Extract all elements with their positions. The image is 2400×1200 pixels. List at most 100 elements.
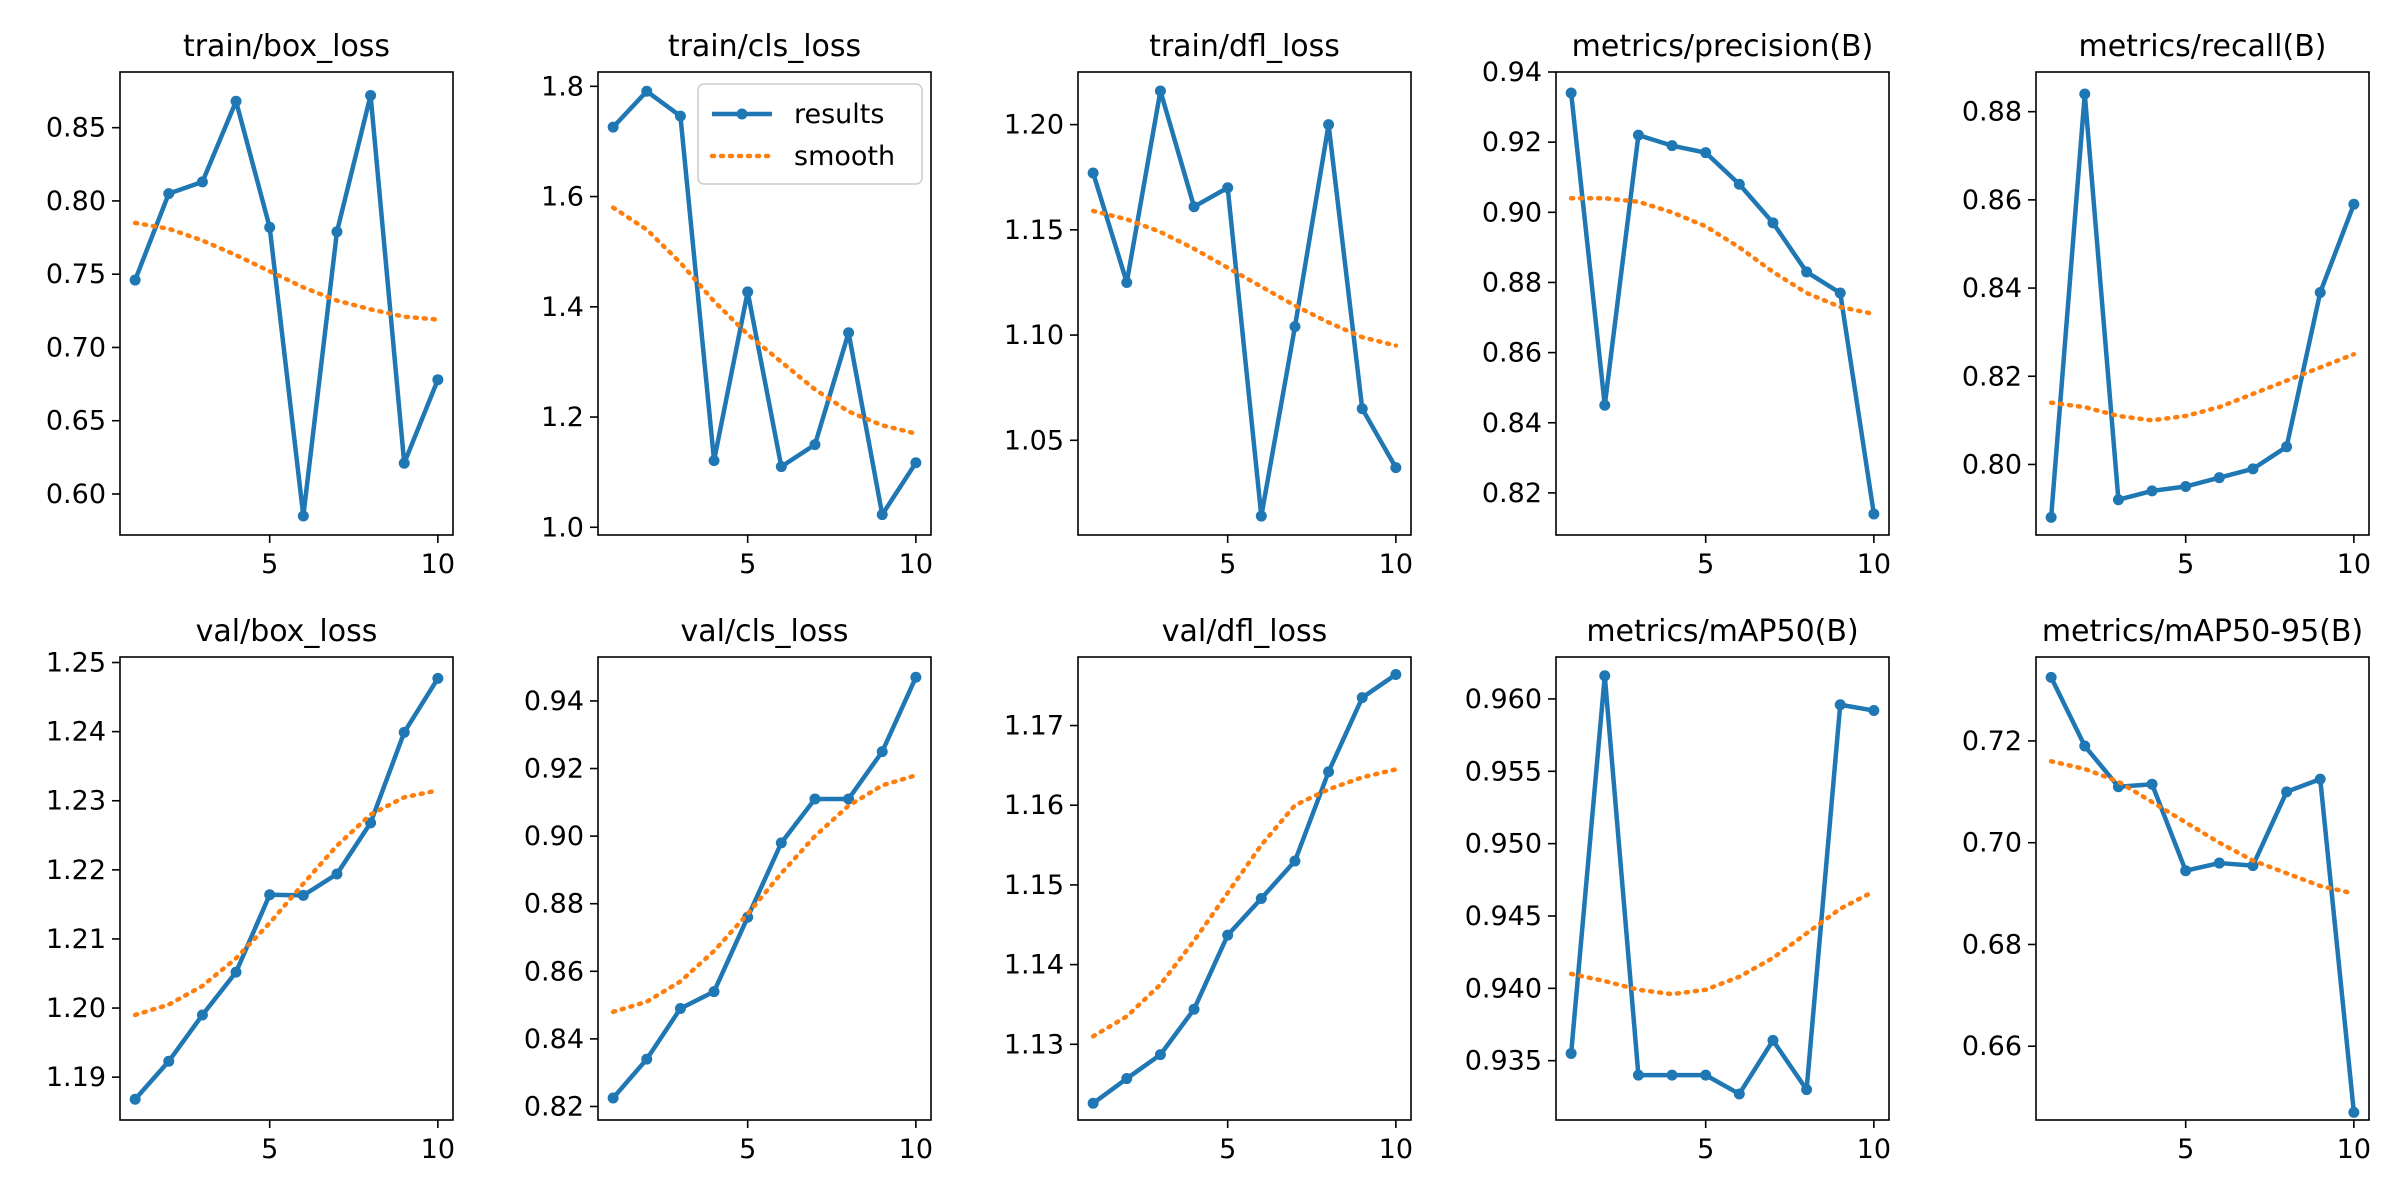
data-point xyxy=(1733,178,1745,190)
data-point xyxy=(331,868,343,880)
y-tick-label: 0.68 xyxy=(1962,929,2022,960)
panel-title: train/cls_loss xyxy=(668,29,861,64)
data-point xyxy=(910,457,922,469)
y-tick-label: 0.86 xyxy=(1482,338,1542,369)
data-point xyxy=(1154,1049,1166,1061)
y-tick-label: 0.84 xyxy=(1962,273,2022,304)
legend: results smooth xyxy=(697,83,923,185)
data-point xyxy=(264,221,276,233)
data-point xyxy=(876,509,888,521)
y-tick-label: 1.25 xyxy=(46,648,106,679)
data-point xyxy=(2247,860,2259,872)
data-point xyxy=(365,817,377,829)
data-point xyxy=(297,510,309,522)
y-tick-label: 0.86 xyxy=(524,956,584,987)
legend-box xyxy=(697,83,923,185)
x-tick-label: 5 xyxy=(2177,549,2194,580)
data-point xyxy=(1666,140,1678,152)
y-tick-label: 0.84 xyxy=(524,1024,584,1055)
data-point xyxy=(2348,198,2360,210)
y-tick-label: 0.80 xyxy=(1962,449,2022,480)
data-point xyxy=(1323,766,1335,778)
y-tick-label: 0.72 xyxy=(1962,726,2022,757)
y-tick-label: 1.15 xyxy=(1004,215,1064,246)
series-line-results xyxy=(611,676,918,1100)
data-point xyxy=(1323,119,1335,131)
y-tick-label: 0.88 xyxy=(1962,97,2022,128)
x-tick-label: 10 xyxy=(2337,1134,2371,1165)
data-point xyxy=(2079,740,2091,752)
x-tick-label: 5 xyxy=(739,1134,756,1165)
y-tick-label: 0.84 xyxy=(1482,408,1542,439)
data-point xyxy=(708,986,720,998)
series-line-results xyxy=(1568,92,1877,515)
data-point xyxy=(809,439,821,451)
data-point xyxy=(163,188,175,200)
y-tick-label: 0.80 xyxy=(46,186,106,217)
data-point xyxy=(2281,441,2293,453)
x-tick-label: 10 xyxy=(1857,549,1891,580)
data-point xyxy=(843,793,855,805)
data-point xyxy=(129,1093,141,1105)
y-tick-label: 0.90 xyxy=(524,821,584,852)
x-tick-label: 5 xyxy=(739,549,756,580)
data-point xyxy=(1188,1003,1200,1015)
data-point xyxy=(2281,786,2293,798)
x-tick-label: 10 xyxy=(421,549,455,580)
y-tick-label: 0.945 xyxy=(1465,901,1542,932)
y-tick-label: 0.88 xyxy=(1482,267,1542,298)
data-point xyxy=(196,1009,208,1021)
data-point xyxy=(1154,85,1166,97)
y-tick-label: 0.65 xyxy=(46,406,106,437)
data-point xyxy=(1565,1047,1577,1059)
series-line-smooth xyxy=(1090,767,1399,1039)
axes-frame xyxy=(597,656,932,1121)
y-tick-label: 0.92 xyxy=(524,754,584,785)
y-tick-label: 0.950 xyxy=(1465,829,1542,860)
data-point xyxy=(1801,1084,1813,1096)
data-point xyxy=(607,121,619,133)
data-point xyxy=(1255,510,1267,522)
series-line-smooth xyxy=(1568,889,1877,997)
y-tick-label: 0.88 xyxy=(524,889,584,920)
y-tick-label: 0.935 xyxy=(1465,1046,1542,1077)
series-line-smooth xyxy=(610,773,919,1015)
data-point xyxy=(843,327,855,339)
y-tick-label: 1.17 xyxy=(1004,711,1064,742)
y-tick-label: 0.60 xyxy=(46,479,106,510)
data-point xyxy=(1632,1069,1644,1081)
data-point xyxy=(1599,670,1611,682)
axes-frame xyxy=(597,71,932,536)
data-point xyxy=(398,457,410,469)
x-tick-label: 10 xyxy=(1379,549,1413,580)
data-point xyxy=(1801,266,1813,278)
y-tick-label: 1.15 xyxy=(1004,870,1064,901)
series-line-results xyxy=(2048,91,2356,518)
subplot-val-box-loss: val/box_loss 1.19 1.20 1.21 1.22 1.23 1.24 1.25… xyxy=(46,614,455,1165)
data-point xyxy=(129,274,141,286)
series-line-smooth xyxy=(1568,196,1877,317)
panel-title: metrics/mAP50-95(B) xyxy=(2042,614,2363,649)
series-line-results xyxy=(133,93,440,519)
y-tick-label: 1.20 xyxy=(46,993,106,1024)
x-tick-label: 5 xyxy=(1219,1134,1236,1165)
axes-frame xyxy=(119,656,454,1121)
panel-title: val/box_loss xyxy=(196,614,378,649)
data-point xyxy=(1121,276,1133,288)
x-tick-label: 5 xyxy=(261,1134,278,1165)
panel-title: val/cls_loss xyxy=(681,614,849,649)
y-tick-label: 0.960 xyxy=(1465,684,1542,715)
data-point xyxy=(641,1053,653,1065)
data-point xyxy=(742,286,754,298)
y-tick-label: 1.8 xyxy=(541,71,584,102)
panel-title: metrics/recall(B) xyxy=(2078,29,2326,64)
y-tick-label: 0.940 xyxy=(1465,973,1542,1004)
data-point xyxy=(1390,669,1402,681)
y-tick-label: 0.94 xyxy=(524,686,584,717)
axes-frame xyxy=(1555,656,1890,1121)
data-point xyxy=(2247,463,2259,475)
x-tick-label: 10 xyxy=(899,1134,933,1165)
axes-frame xyxy=(2035,656,2370,1121)
data-point xyxy=(1868,705,1880,717)
x-tick-label: 5 xyxy=(1219,549,1236,580)
